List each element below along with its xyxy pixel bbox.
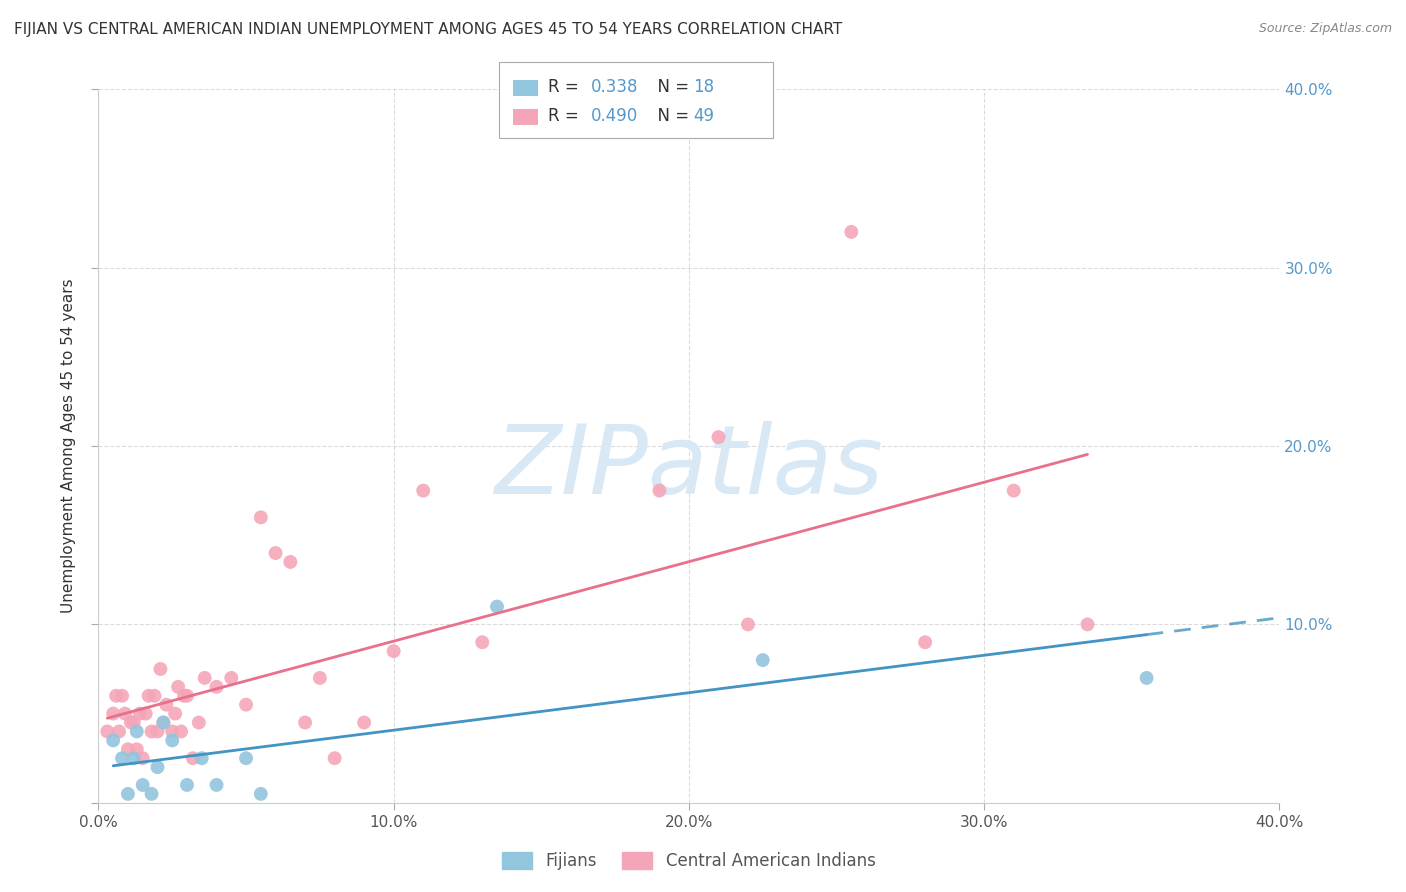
Point — [194, 671, 217, 685]
Point — [353, 715, 375, 730]
Point — [152, 715, 174, 730]
Point — [1077, 617, 1099, 632]
Text: R =: R = — [548, 78, 585, 96]
Point — [294, 715, 316, 730]
Point — [125, 724, 148, 739]
Point — [219, 671, 242, 685]
Point — [141, 724, 163, 739]
Point — [125, 742, 148, 756]
Point — [170, 724, 193, 739]
Point — [103, 706, 125, 721]
Text: 49: 49 — [693, 107, 714, 125]
Point — [278, 555, 302, 569]
Point — [146, 724, 169, 739]
Point — [146, 760, 169, 774]
Point — [105, 689, 128, 703]
Point — [412, 483, 434, 498]
Text: ZIPatlas: ZIPatlas — [495, 421, 883, 514]
Point — [114, 706, 136, 721]
Point — [173, 689, 195, 703]
Text: Source: ZipAtlas.com: Source: ZipAtlas.com — [1258, 22, 1392, 36]
Point — [191, 751, 214, 765]
Point — [176, 689, 198, 703]
Point — [707, 430, 730, 444]
Legend: Fijians, Central American Indians: Fijians, Central American Indians — [496, 845, 882, 877]
Text: 0.338: 0.338 — [591, 78, 638, 96]
Point — [167, 680, 190, 694]
Point — [117, 742, 139, 756]
Point — [751, 653, 773, 667]
Point — [250, 510, 273, 524]
Point — [162, 733, 183, 747]
Point — [141, 787, 163, 801]
Point — [111, 689, 134, 703]
Point — [648, 483, 671, 498]
Text: R =: R = — [548, 107, 585, 125]
Point — [122, 751, 145, 765]
Point — [96, 724, 118, 739]
Point — [120, 715, 142, 730]
Point — [1002, 483, 1025, 498]
Point — [162, 724, 183, 739]
Point — [132, 751, 155, 765]
Point — [111, 751, 134, 765]
Point — [914, 635, 936, 649]
Point — [205, 680, 228, 694]
Point — [155, 698, 177, 712]
Point — [382, 644, 405, 658]
Point — [117, 787, 139, 801]
Point — [152, 715, 174, 730]
Point — [187, 715, 209, 730]
Point — [841, 225, 863, 239]
Text: 0.490: 0.490 — [591, 107, 638, 125]
Point — [323, 751, 346, 765]
Text: FIJIAN VS CENTRAL AMERICAN INDIAN UNEMPLOYMENT AMONG AGES 45 TO 54 YEARS CORRELA: FIJIAN VS CENTRAL AMERICAN INDIAN UNEMPL… — [14, 22, 842, 37]
Point — [250, 787, 273, 801]
Point — [143, 689, 166, 703]
Point — [135, 706, 157, 721]
Point — [128, 706, 150, 721]
Point — [165, 706, 187, 721]
Point — [235, 751, 257, 765]
Point — [737, 617, 759, 632]
Y-axis label: Unemployment Among Ages 45 to 54 years: Unemployment Among Ages 45 to 54 years — [60, 278, 76, 614]
Point — [181, 751, 204, 765]
Text: N =: N = — [647, 78, 695, 96]
Point — [138, 689, 160, 703]
Point — [108, 724, 131, 739]
Point — [132, 778, 155, 792]
Point — [1135, 671, 1157, 685]
Point — [149, 662, 172, 676]
Point — [176, 778, 198, 792]
Point — [471, 635, 494, 649]
Text: 18: 18 — [693, 78, 714, 96]
Point — [103, 733, 125, 747]
Point — [205, 778, 228, 792]
Point — [486, 599, 509, 614]
Text: N =: N = — [647, 107, 695, 125]
Point — [309, 671, 332, 685]
Point — [235, 698, 257, 712]
Point — [264, 546, 287, 560]
Point — [122, 715, 145, 730]
